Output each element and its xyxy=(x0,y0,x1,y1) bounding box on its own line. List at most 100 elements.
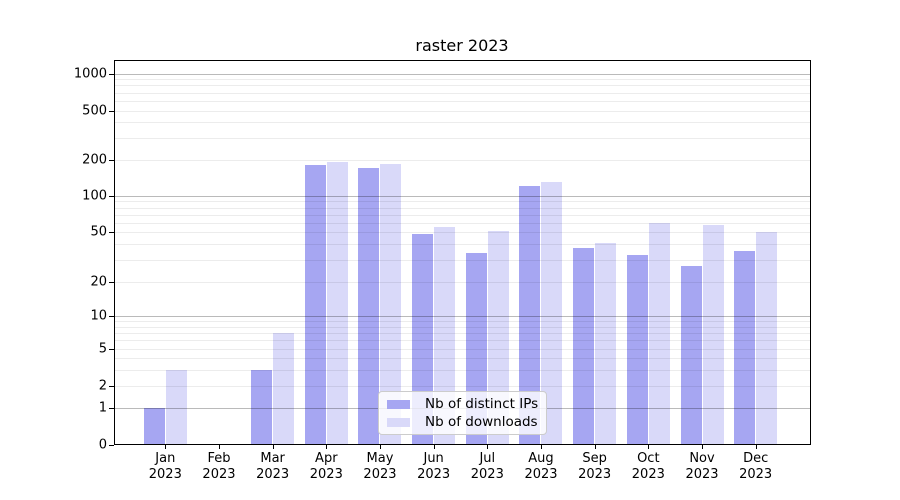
x-tick-month: Aug xyxy=(528,450,554,466)
legend-row-downloads: Nb of downloads xyxy=(379,414,546,432)
gridline-major xyxy=(114,73,811,75)
x-tick xyxy=(648,445,650,449)
bar-downloads-sep xyxy=(595,242,617,445)
x-tick xyxy=(755,445,757,449)
x-tick xyxy=(272,445,274,449)
gridline-minor xyxy=(114,259,811,261)
gridline-minor xyxy=(114,386,811,387)
gridline-minor xyxy=(114,222,811,224)
gridline-major xyxy=(114,196,811,197)
bar-distinct-ips-mar xyxy=(251,369,273,445)
gridline-minor xyxy=(114,340,811,342)
bar-downloads-oct xyxy=(648,222,670,445)
gridline-minor xyxy=(114,244,811,246)
x-tick-year: 2023 xyxy=(417,466,451,482)
x-tick-year: 2023 xyxy=(739,466,773,482)
y-tick xyxy=(109,407,114,409)
y-tick xyxy=(109,349,114,350)
gridline-minor xyxy=(114,159,811,161)
x-tick-year: 2023 xyxy=(470,466,504,482)
x-tick-year: 2023 xyxy=(685,466,719,482)
legend: Nb of distinct IPs Nb of downloads xyxy=(378,391,547,435)
y-tick-label: 20 xyxy=(90,274,107,290)
x-tick-month: Jan xyxy=(155,450,176,466)
y-tick-label: 100 xyxy=(82,188,107,204)
bar-downloads-apr xyxy=(326,162,348,445)
x-tick-label: Sep 2023 xyxy=(578,451,611,483)
bar-downloads-jun xyxy=(434,227,456,445)
plot-border xyxy=(114,59,811,445)
x-tick xyxy=(540,445,542,449)
gridline-minor xyxy=(114,282,811,283)
x-tick-label: Apr 2023 xyxy=(310,451,343,483)
gridline-minor xyxy=(114,100,811,102)
x-tick-label: Dec 2023 xyxy=(739,451,772,483)
gridline-minor xyxy=(114,321,811,323)
x-tick-year: 2023 xyxy=(309,466,343,482)
x-tick-label: Feb 2023 xyxy=(202,451,235,483)
x-tick-month: Nov xyxy=(689,450,715,466)
gridline-minor xyxy=(114,207,811,209)
legend-row-distinct-ips: Nb of distinct IPs xyxy=(379,396,546,414)
gridline-minor xyxy=(114,358,811,359)
y-tick-label: 1 xyxy=(98,400,107,415)
gridline-minor xyxy=(114,92,811,94)
y-tick xyxy=(109,386,114,387)
x-tick-month: Dec xyxy=(743,450,769,466)
x-tick-year: 2023 xyxy=(578,466,612,482)
gridline-minor xyxy=(114,332,811,334)
legend-label-distinct-ips: Nb of distinct IPs xyxy=(425,396,539,412)
x-tick-month: Apr xyxy=(315,450,338,466)
x-tick xyxy=(326,445,328,449)
x-tick-label: May 2023 xyxy=(363,451,396,483)
x-tick-year: 2023 xyxy=(256,466,290,482)
y-tick xyxy=(109,282,114,283)
y-tick xyxy=(109,196,114,197)
y-tick-label: 0 xyxy=(98,437,107,452)
x-tick-month: Mar xyxy=(260,450,285,466)
x-tick-year: 2023 xyxy=(202,466,236,482)
x-tick-month: Feb xyxy=(207,450,231,466)
x-tick-label: Aug 2023 xyxy=(524,451,557,483)
x-tick-label: Jan 2023 xyxy=(149,451,182,483)
gridline-minor xyxy=(114,137,811,139)
x-tick-month: Jun xyxy=(423,450,444,466)
legend-swatch-downloads xyxy=(387,418,410,427)
y-tick-label: 10 xyxy=(90,308,107,324)
bar-distinct-ips-sep xyxy=(573,248,595,445)
bar-distinct-ips-nov xyxy=(680,265,702,445)
x-tick-month: May xyxy=(366,450,394,466)
x-tick-label: Oct 2023 xyxy=(632,451,665,483)
gridline-minor xyxy=(114,214,811,216)
gridline-minor xyxy=(114,110,811,112)
bar-downloads-aug xyxy=(541,182,563,445)
x-tick xyxy=(165,445,167,449)
x-tick xyxy=(487,445,489,449)
x-tick-label: Nov 2023 xyxy=(685,451,718,483)
x-tick-month: Sep xyxy=(582,450,607,466)
x-tick xyxy=(594,445,596,449)
y-tick-label: 5 xyxy=(98,341,107,357)
gridline-minor xyxy=(114,201,811,203)
bar-distinct-ips-may xyxy=(358,168,380,445)
x-tick-year: 2023 xyxy=(363,466,397,482)
y-tick xyxy=(109,110,114,112)
y-tick-label: 500 xyxy=(82,103,107,118)
bar-distinct-ips-aug xyxy=(519,186,541,445)
legend-label-downloads: Nb of downloads xyxy=(425,414,538,430)
x-tick-label: Jul 2023 xyxy=(471,451,504,483)
y-tick-label: 1000 xyxy=(73,66,107,81)
x-tick-label: Mar 2023 xyxy=(256,451,289,483)
bar-distinct-ips-jan xyxy=(143,407,165,445)
y-tick-label: 200 xyxy=(82,152,107,167)
gridline-minor xyxy=(114,232,811,233)
bar-downloads-may xyxy=(380,164,402,445)
y-tick xyxy=(109,73,114,75)
bar-downloads-mar xyxy=(273,332,295,445)
y-tick-label: 2 xyxy=(98,378,107,394)
y-tick xyxy=(109,159,114,161)
bar-downloads-jan xyxy=(165,369,187,445)
